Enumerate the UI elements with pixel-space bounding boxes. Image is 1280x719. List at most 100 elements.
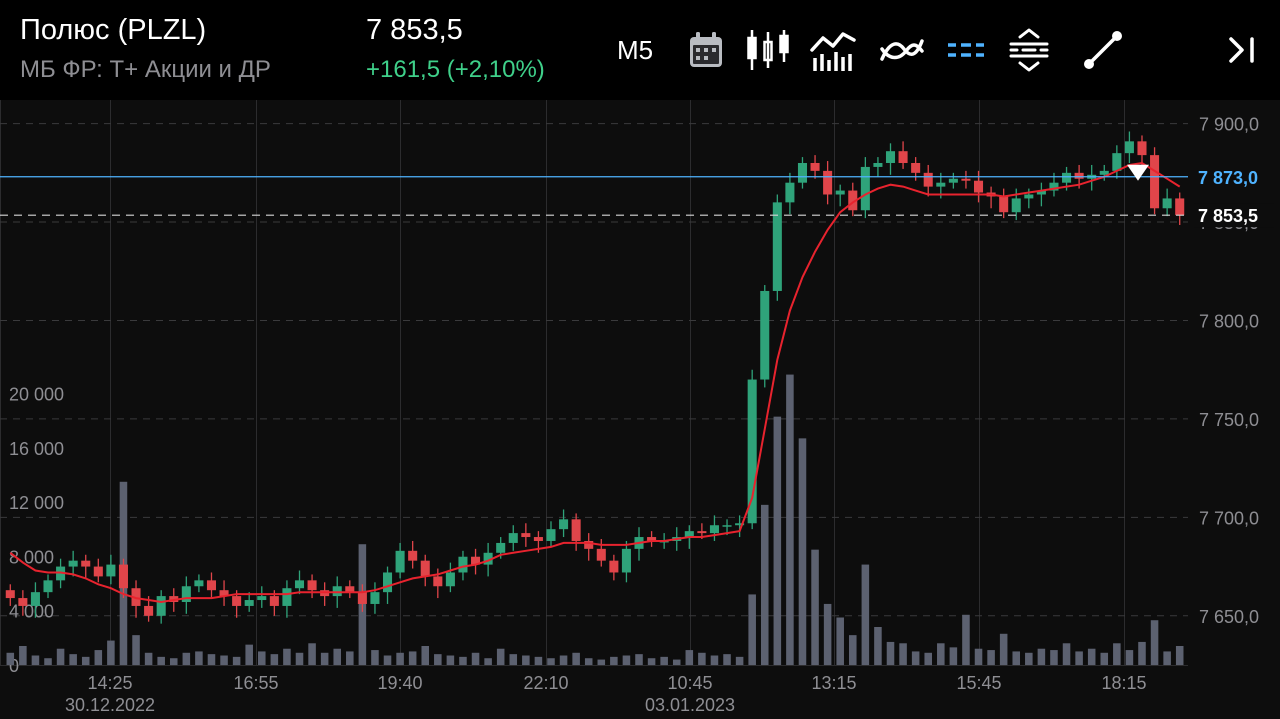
market-name: МБ ФР: Т+ Акции и ДР bbox=[20, 56, 271, 83]
candle bbox=[936, 182, 946, 187]
candle bbox=[559, 519, 569, 530]
volume-bar bbox=[19, 646, 27, 665]
volume-bar bbox=[383, 655, 392, 665]
candle bbox=[445, 572, 455, 587]
volume-bar bbox=[107, 640, 115, 665]
last-price-label-bg bbox=[1194, 203, 1274, 228]
candle bbox=[961, 178, 971, 181]
calendar-button[interactable] bbox=[684, 24, 728, 76]
horizontal-lines-button[interactable] bbox=[944, 24, 988, 76]
volume-bar bbox=[597, 659, 606, 665]
candle bbox=[848, 190, 858, 211]
candle bbox=[1175, 198, 1185, 216]
candle bbox=[5, 590, 15, 599]
candle bbox=[282, 588, 292, 606]
candle bbox=[885, 151, 896, 163]
price-chart[interactable]: 7 900,07 850,07 800,07 750,07 700,07 650… bbox=[0, 100, 1280, 719]
candle bbox=[1112, 153, 1122, 171]
volume-bar bbox=[459, 656, 467, 665]
moving-average-icon bbox=[880, 39, 924, 61]
volume-bar bbox=[1175, 646, 1184, 665]
price-tick-label: 7 650,0 bbox=[1199, 607, 1259, 627]
volume-bar bbox=[949, 647, 958, 665]
volume-bar bbox=[1012, 651, 1021, 665]
candle bbox=[1150, 155, 1160, 209]
candle bbox=[1074, 172, 1084, 179]
volume-bar bbox=[911, 651, 920, 665]
jump-to-end-icon bbox=[1229, 37, 1254, 63]
candle bbox=[458, 556, 468, 573]
header: Полюс (PLZL) МБ ФР: Т+ Акции и ДР 7 853,… bbox=[0, 0, 1280, 100]
candle bbox=[1024, 194, 1034, 199]
instrument-name[interactable]: Полюс (PLZL) bbox=[20, 14, 207, 46]
volume-bar bbox=[1125, 650, 1134, 665]
candle bbox=[1162, 198, 1172, 209]
candle bbox=[760, 290, 770, 380]
last-price-label: 7 853,5 bbox=[1198, 206, 1258, 226]
price-tick-label: 7 750,0 bbox=[1199, 410, 1259, 430]
time-tick-label: 19:40 bbox=[377, 673, 422, 693]
timeframe-button[interactable]: M5 bbox=[616, 34, 654, 65]
candle bbox=[471, 556, 481, 565]
time-tick-label: 10:45 bbox=[667, 673, 712, 693]
last-price: 7 853,5 bbox=[366, 14, 463, 46]
candle bbox=[860, 166, 870, 211]
volume-bar bbox=[886, 641, 895, 665]
candle bbox=[571, 519, 581, 541]
volume-bar bbox=[220, 655, 228, 665]
moving-average-line bbox=[9, 161, 1181, 604]
volume-bar bbox=[320, 652, 329, 665]
volume-bar bbox=[698, 652, 706, 665]
volume-bar bbox=[823, 603, 832, 665]
volume-bar bbox=[559, 655, 568, 665]
calendar-icon bbox=[690, 32, 722, 67]
candle bbox=[647, 537, 657, 541]
levels-button[interactable] bbox=[1006, 24, 1052, 76]
candle bbox=[772, 202, 782, 291]
candle bbox=[508, 533, 518, 543]
volume-bar bbox=[408, 651, 417, 665]
volume-bar bbox=[861, 564, 870, 665]
volume-bar bbox=[660, 656, 668, 665]
candle bbox=[483, 552, 493, 565]
volume-bar bbox=[647, 658, 656, 665]
candle bbox=[948, 178, 958, 183]
trendline-button[interactable] bbox=[1080, 24, 1126, 76]
candle bbox=[911, 162, 921, 173]
candle bbox=[873, 162, 883, 167]
volume-bar bbox=[270, 654, 279, 665]
indicators-button[interactable] bbox=[808, 24, 858, 76]
candle bbox=[785, 182, 795, 203]
candle bbox=[621, 548, 631, 573]
volume-bar bbox=[1150, 620, 1159, 665]
time-tick-label: 15:45 bbox=[956, 673, 1001, 693]
volume-bar bbox=[207, 654, 216, 665]
volume-tick-label: 12 000 bbox=[9, 493, 64, 513]
time-tick-label: 14:25 bbox=[87, 673, 132, 693]
moving-average-button[interactable] bbox=[878, 24, 926, 76]
candle bbox=[533, 537, 543, 541]
volume-bar bbox=[534, 656, 543, 665]
candle bbox=[521, 533, 531, 538]
jump-to-end-button[interactable] bbox=[1220, 24, 1264, 76]
volume-bar bbox=[144, 652, 153, 665]
volume-bar bbox=[182, 652, 191, 665]
candle bbox=[181, 586, 191, 603]
candle bbox=[144, 605, 154, 616]
trade-marker-icon[interactable] bbox=[1127, 164, 1149, 181]
volume-bar bbox=[81, 656, 90, 665]
volume-bar bbox=[710, 655, 719, 665]
candle bbox=[684, 531, 694, 538]
candle bbox=[294, 580, 305, 589]
candle bbox=[244, 600, 254, 606]
volume-bar bbox=[346, 651, 354, 665]
volume-bar bbox=[685, 650, 694, 665]
volume-bar bbox=[811, 549, 819, 665]
volume-bar bbox=[874, 627, 882, 665]
volume-bar bbox=[44, 658, 52, 665]
time-tick-label: 18:15 bbox=[1101, 673, 1146, 693]
candle bbox=[797, 162, 808, 183]
chart-type-button[interactable] bbox=[744, 24, 792, 76]
volume-bar bbox=[94, 650, 103, 665]
volume-bar bbox=[987, 650, 995, 665]
